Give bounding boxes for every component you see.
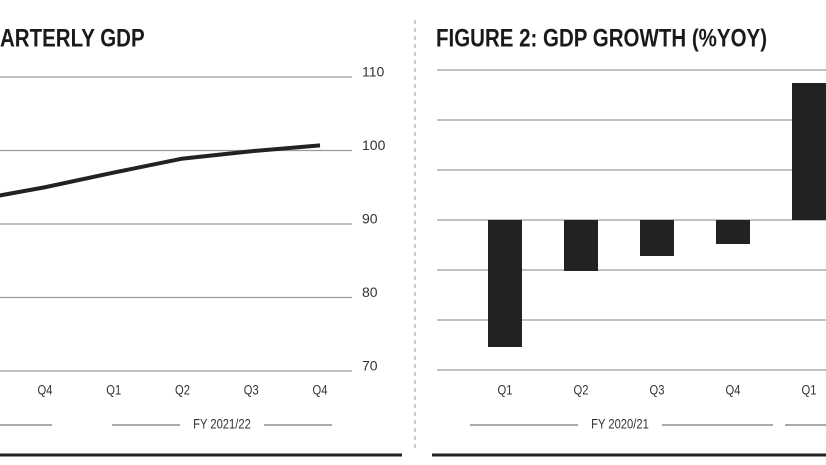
- x-tick-label: Q3: [244, 383, 259, 398]
- y-tick-label: 70: [362, 358, 378, 374]
- bar: [564, 220, 598, 271]
- group-label: FY 2020/21: [591, 417, 649, 432]
- x-tick-label: Q4: [313, 383, 328, 398]
- x-tick-label: Q3: [650, 383, 665, 398]
- bar: [716, 220, 750, 244]
- bar: [640, 220, 674, 256]
- y-tick-label: 80: [362, 284, 378, 300]
- x-tick-label: Q1: [498, 383, 513, 398]
- x-tick-label: Q4: [38, 383, 53, 398]
- line-series: [0, 143, 321, 198]
- bar: [488, 220, 522, 347]
- chart-title: ARTERLY GDP: [0, 24, 145, 52]
- x-tick-label: Q1: [106, 383, 121, 398]
- chart-title: FIGURE 2: GDP GROWTH (%YOY): [436, 24, 767, 52]
- x-tick-label: Q4: [726, 383, 741, 398]
- x-tick-label: Q1: [802, 383, 817, 398]
- x-tick-label: Q2: [574, 383, 589, 398]
- y-tick-label: 110: [362, 64, 385, 80]
- y-tick-label: 90: [362, 211, 378, 227]
- y-tick-label: 100: [362, 137, 386, 153]
- x-tick-label: Q2: [175, 383, 190, 398]
- group-label: FY 2021/22: [193, 417, 251, 432]
- bar: [792, 83, 826, 220]
